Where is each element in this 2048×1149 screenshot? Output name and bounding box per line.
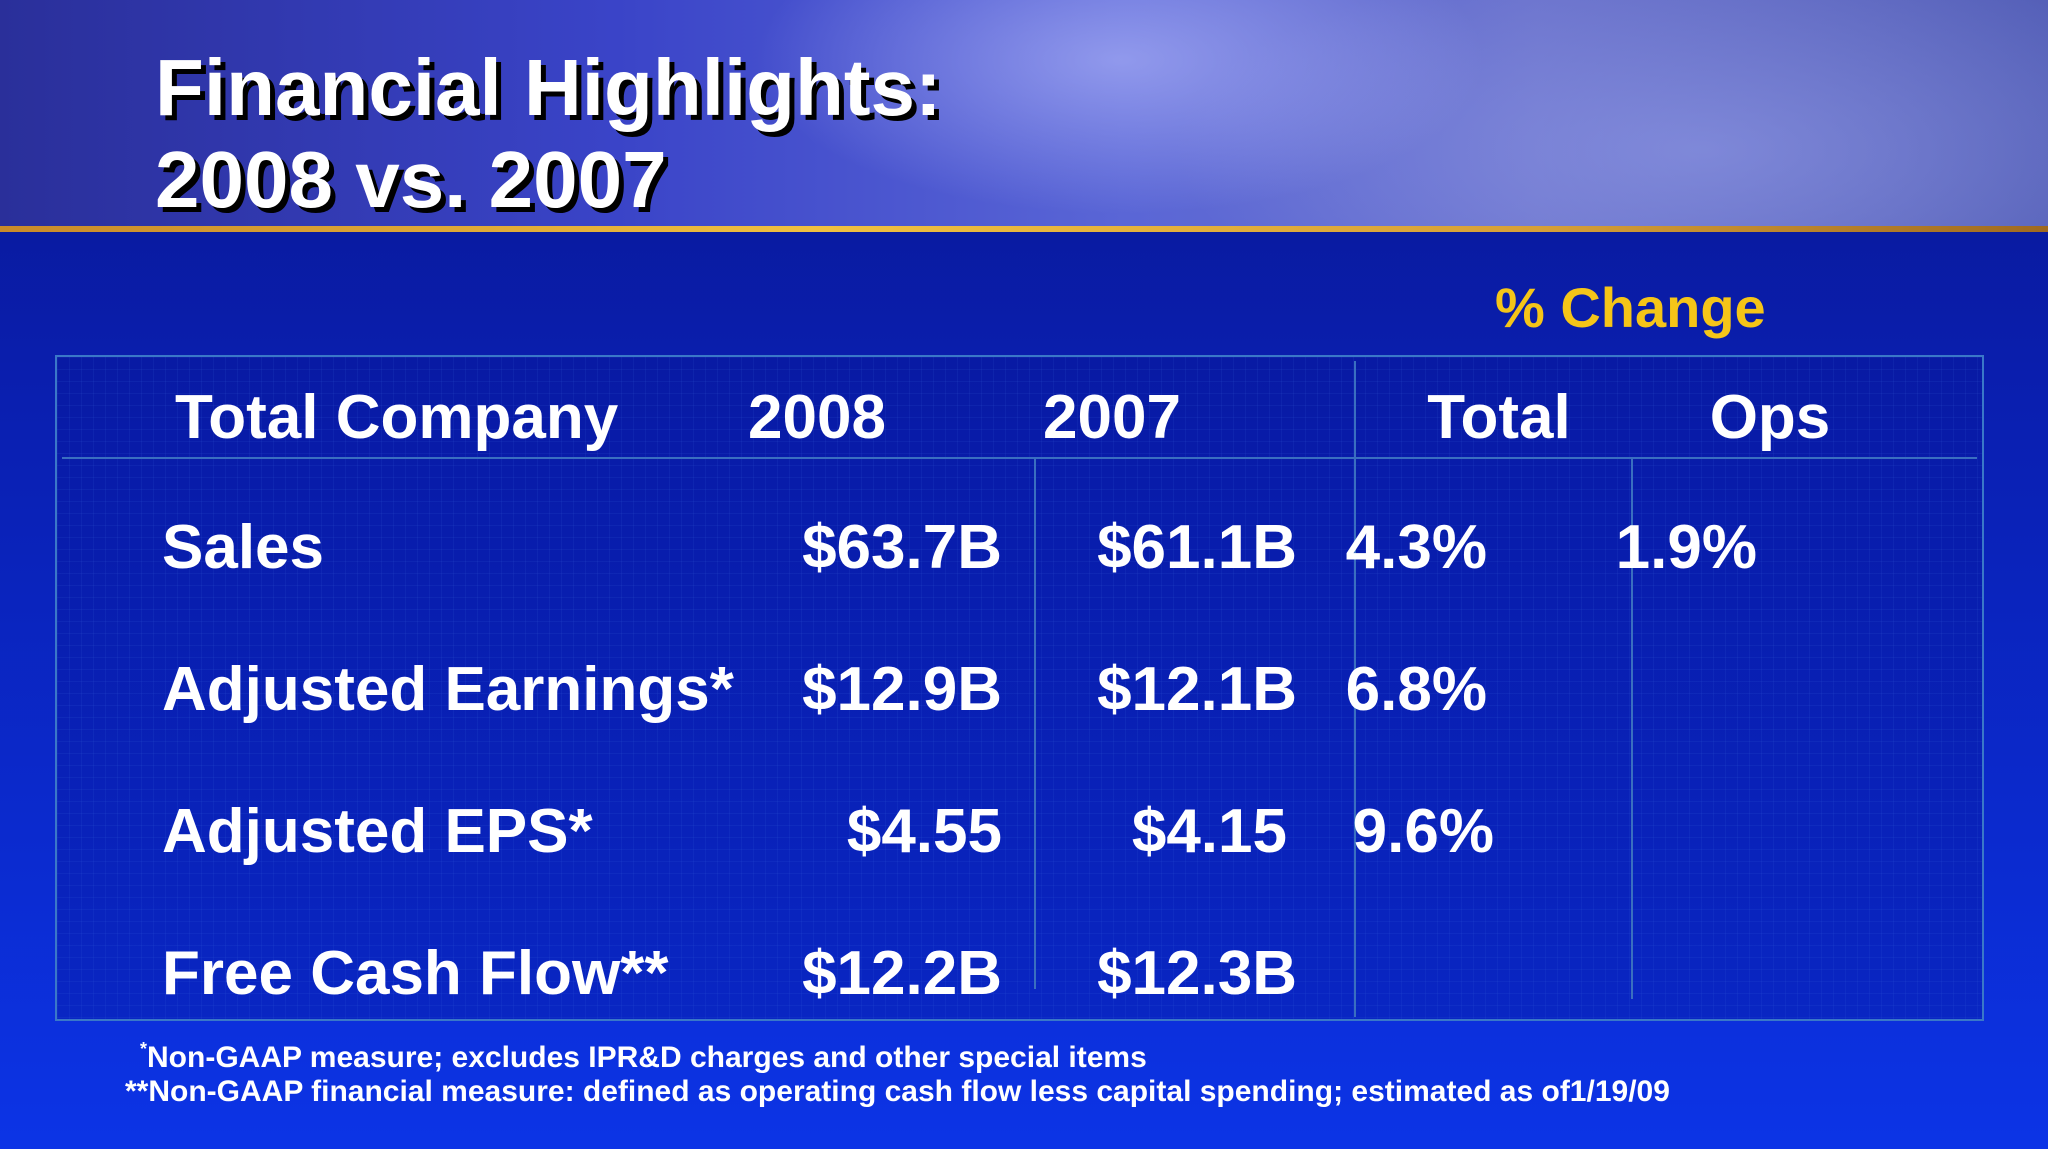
column-header-total: Total (1427, 383, 1571, 452)
column-header-label: Total Company (175, 383, 619, 452)
cell-earnings-2007: $12.1B (1097, 655, 1297, 724)
cell-earnings-total: 6.8% (1345, 655, 1487, 724)
footnote-non-gaap: *Non-GAAP measure; excludes IPR&D charge… (140, 1040, 1147, 1073)
title-divider (0, 226, 2048, 232)
footnote-non-gaap-text: Non-GAAP measure; excludes IPR&D charges… (147, 1041, 1147, 1074)
cell-sales-ops: 1.9% (1615, 513, 1757, 582)
column-divider-pct (1354, 361, 1356, 1017)
column-header-2007: 2007 (1043, 383, 1181, 452)
footnote-marker: * (140, 1039, 148, 1059)
cell-sales-total: 4.3% (1345, 513, 1487, 582)
cell-eps-2008: $4.55 (846, 797, 1002, 866)
percent-change-header: % Change (1495, 276, 1766, 339)
cell-earnings-2008: $12.9B (802, 655, 1002, 724)
cell-eps-2007: $4.15 (1131, 797, 1287, 866)
column-divider-ops (1631, 459, 1633, 999)
cell-fcf-2008: $12.2B (802, 939, 1002, 1008)
financial-table: Total Company 2008 2007 Total Ops Sales … (55, 355, 1984, 1021)
footnote-free-cash-flow: **Non-GAAP financial measure: defined as… (125, 1075, 1670, 1108)
cell-sales-2007: $61.1B (1097, 513, 1297, 582)
title-banner (0, 0, 2048, 228)
row-label-adjusted-eps: Adjusted EPS* (162, 797, 593, 866)
column-divider-2007 (1034, 459, 1036, 989)
cell-eps-total: 9.6% (1352, 797, 1494, 866)
cell-fcf-2007: $12.3B (1097, 939, 1297, 1008)
column-header-ops: Ops (1709, 383, 1831, 452)
slide-title-line-1: Financial Highlights: (155, 43, 942, 132)
slide-title-line-2: 2008 vs. 2007 (155, 135, 667, 224)
header-divider (62, 457, 1977, 459)
row-label-sales: Sales (162, 513, 325, 582)
row-label-adjusted-earnings: Adjusted Earnings* (162, 655, 734, 724)
cell-sales-2008: $63.7B (802, 513, 1002, 582)
column-header-2008: 2008 (748, 383, 886, 452)
row-label-free-cash-flow: Free Cash Flow** (162, 939, 669, 1008)
